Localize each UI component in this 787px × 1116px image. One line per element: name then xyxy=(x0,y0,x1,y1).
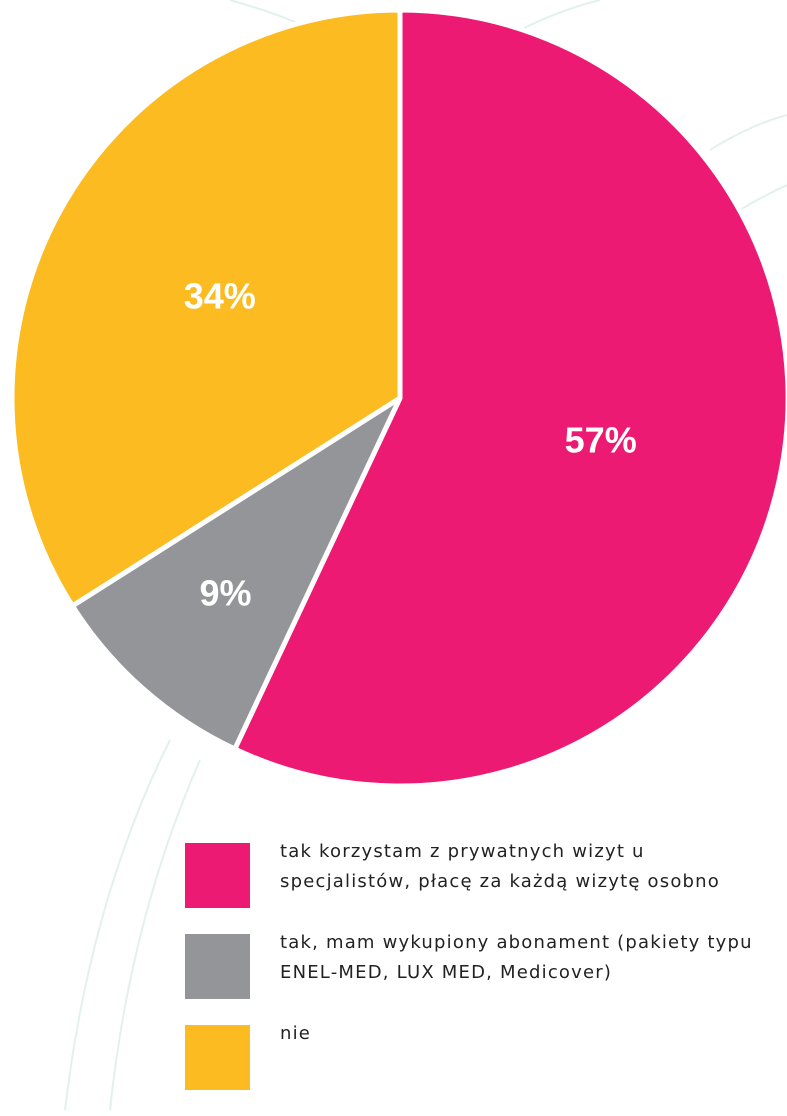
legend-item: nie xyxy=(185,1023,785,1090)
value-label: 9% xyxy=(200,572,252,613)
pie: 57% 9% 34% xyxy=(9,7,787,789)
legend-item: tak korzystam z prywatnych wizyt u specj… xyxy=(185,841,785,908)
value-label: 57% xyxy=(565,419,637,460)
value-label: 34% xyxy=(184,275,256,316)
legend-label: nie xyxy=(280,1023,312,1044)
legend: tak korzystam z prywatnych wizyt u specj… xyxy=(185,841,785,1116)
legend-swatch xyxy=(185,843,250,908)
pie-slice xyxy=(69,395,403,752)
legend-swatch xyxy=(185,934,250,999)
pie-slice xyxy=(9,7,403,609)
legend-label: tak, mam wykupiony abonament (pakiety ty… xyxy=(280,932,753,983)
legend-swatch xyxy=(185,1025,250,1090)
pie-slice xyxy=(232,7,787,789)
legend-item: tak, mam wykupiony abonament (pakiety ty… xyxy=(185,932,785,999)
legend-label: tak korzystam z prywatnych wizyt u specj… xyxy=(280,841,720,892)
